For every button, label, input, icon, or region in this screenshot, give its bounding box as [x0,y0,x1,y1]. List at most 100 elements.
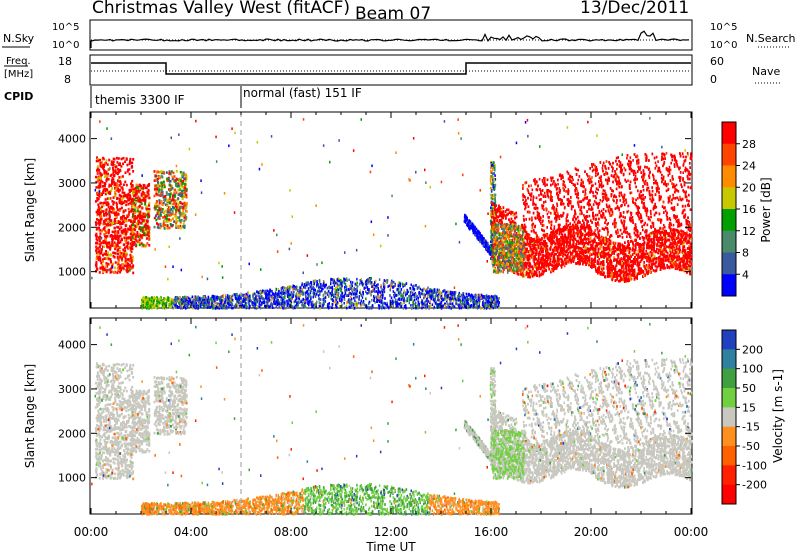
power-cell-3459 [336,287,339,291]
power-cell-1126 [138,197,141,200]
power-cell-829 [113,219,116,222]
power-cell-741 [97,218,100,222]
power-cell-4782 [224,306,226,310]
power-cell-1115 [134,215,137,218]
power-cell-1128 [136,186,139,189]
power-cell-308 [96,239,99,242]
power-cell-999 [142,197,145,200]
power-cell-1225 [168,226,171,230]
power-cell-3723 [472,300,474,304]
power-cell-1396 [177,202,179,206]
power-cell-4305 [444,304,446,307]
power-cell-4583 [262,289,264,293]
power-cell-774 [120,252,123,255]
power-cell-4069 [440,301,443,304]
power-cell-511 [107,231,110,235]
power-cell-3481 [331,285,333,289]
power-cell-4162 [344,286,346,289]
power-cell-885 [134,238,137,241]
power-cell-4165 [313,306,315,310]
power-cell-626 [130,220,132,223]
power-cell-1561 [174,184,177,187]
power-cell-486 [116,220,119,223]
power-cell-101 [101,264,104,267]
power-cell-10 [111,262,114,266]
power-cell-1525 [175,218,178,222]
power-cell-1532 [184,203,186,207]
power-cell-1114 [132,220,135,223]
power-cell-984 [133,236,136,239]
power-cell-435 [125,264,128,268]
power-cell-4914 [324,290,326,294]
power-cell-576 [125,157,128,160]
power-cell-4876 [297,289,299,292]
power-cell-4900 [350,283,352,287]
power-cell-1558 [179,212,182,216]
power-cell-3978 [382,293,384,297]
power-cell-598 [116,234,119,237]
power-cell-790 [111,206,113,209]
power-cell-573 [113,217,116,221]
power-cell-244 [130,238,132,242]
power-cell-1423 [166,179,169,183]
power-cell-3591 [344,306,346,309]
power-cell-793 [98,168,101,172]
power-cell-521 [114,187,116,190]
power-cell-564 [127,263,130,267]
power-cell-760 [114,235,117,239]
power-cell-108 [121,217,123,221]
power-cell-632 [112,254,115,258]
power-cell-957 [142,212,145,216]
power-cell-565 [100,261,103,265]
power-cell-1160 [133,208,136,212]
power-cell-4625 [474,296,476,299]
power-cell-1066 [136,225,139,228]
power-cell-468 [112,171,115,175]
power-cell-1480 [183,219,186,223]
power-cell-1527 [155,192,158,196]
power-cell-1151 [147,234,150,238]
power-cell-60 [100,161,103,164]
power-cell-3768 [176,298,178,302]
power-cell-319 [114,169,117,172]
power-cell-887 [140,200,143,204]
power-cell-1501 [176,178,179,181]
power-cell-3721 [387,285,389,288]
power-cell-1369 [171,187,174,190]
power-cell-1097 [144,199,147,202]
power-cell-1281 [185,195,188,199]
power-cell-148 [102,258,104,261]
power-cell-3644 [355,289,357,293]
power-cell-112 [131,238,134,242]
power-cell-4707 [437,296,439,299]
power-cell-1043 [144,223,147,226]
power-cell-13 [127,207,130,211]
power-cell-3712 [451,297,453,300]
power-cell-39 [106,163,109,166]
power-cell-1226 [176,220,179,223]
power-cell-3434 [359,279,361,282]
power-cell-820 [102,241,105,244]
power-cell-4740 [438,288,440,292]
power-cell-3401 [410,304,412,307]
power-cell-861 [124,180,127,184]
power-cell-1187 [160,200,163,203]
power-cell-1460 [185,188,188,191]
power-cell-3671 [351,284,353,287]
power-cell-977 [139,198,142,202]
power-cell-1371 [173,220,176,223]
power-cell-1034 [145,226,148,229]
power-cell-1276 [172,212,175,216]
power-cell-455 [129,225,131,228]
power-cell-1082 [142,186,145,189]
power-cell-753 [95,247,98,251]
power-cell-1073 [133,194,136,198]
power-cell-419 [112,203,115,206]
power-cell-4393 [283,301,286,304]
nsearch-tick-top: 10^5 [710,22,737,33]
power-cell-1299 [184,179,187,183]
power-cell-4029 [345,304,348,308]
power-cell-453 [121,191,124,194]
power-cell-1273 [164,209,167,213]
